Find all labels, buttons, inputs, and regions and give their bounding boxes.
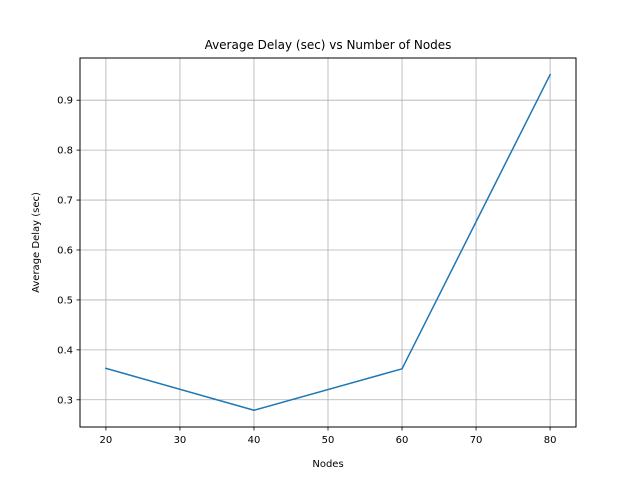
data-point <box>253 409 255 412</box>
series-layer <box>104 73 552 412</box>
x-tick-label: 60 <box>396 435 409 446</box>
x-tick-label: 70 <box>470 435 483 446</box>
x-axis-label: Nodes <box>312 459 343 470</box>
y-axis-label: Average Delay (sec) <box>31 192 42 293</box>
data-point <box>549 73 551 76</box>
data-point <box>105 367 107 370</box>
x-tick-label: 50 <box>322 435 335 446</box>
y-tick-label: 0.6 <box>57 245 73 256</box>
y-tick-label: 0.7 <box>57 196 73 207</box>
y-tick-label: 0.4 <box>57 345 73 356</box>
y-tick-label: 0.5 <box>57 295 73 306</box>
x-tick-label: 30 <box>174 435 187 446</box>
series-line <box>104 73 552 412</box>
x-axis: 20 30 40 50 60 70 80 <box>100 427 557 446</box>
x-tick-label: 80 <box>544 435 557 446</box>
chart-title: Average Delay (sec) vs Number of Nodes <box>205 38 452 52</box>
y-tick-label: 0.8 <box>57 146 73 157</box>
x-tick-label: 40 <box>248 435 261 446</box>
y-tick-label: 0.9 <box>57 96 73 107</box>
y-axis: 0.3 0.4 0.5 0.6 0.7 0.8 0.9 <box>57 96 80 406</box>
x-tick-label: 20 <box>100 435 113 446</box>
y-tick-label: 0.3 <box>57 395 73 406</box>
data-point <box>401 368 403 370</box>
grid <box>80 58 576 427</box>
